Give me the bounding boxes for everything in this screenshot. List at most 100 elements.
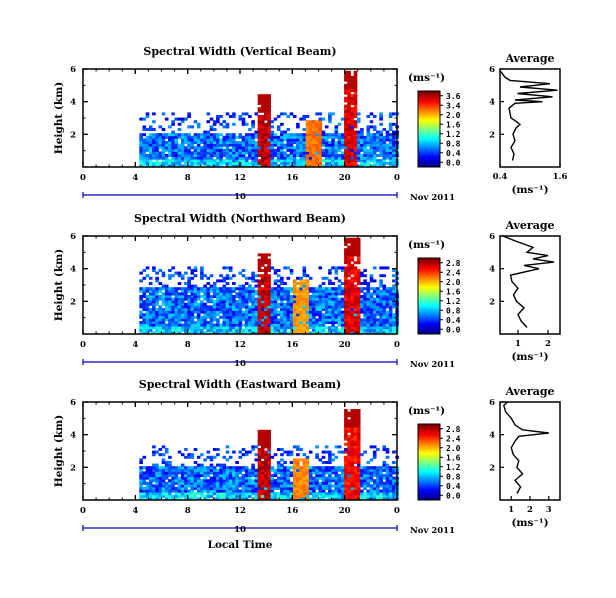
heatmap-cell <box>392 138 396 142</box>
heatmap-cell <box>283 494 287 498</box>
heatmap-cell <box>270 489 275 493</box>
heatmap-cell <box>340 156 345 160</box>
heatmap-cell <box>152 154 156 157</box>
heatmap-cell <box>235 466 239 470</box>
heatmap-cell <box>369 305 374 309</box>
heatmap-cell <box>372 148 377 152</box>
heatmap-cell <box>315 300 319 304</box>
heatmap-cell <box>193 476 198 480</box>
heatmap-cell <box>292 282 297 285</box>
heatmap-cell <box>344 331 348 335</box>
heatmap-cell <box>168 297 172 301</box>
heatmap-cell <box>337 489 342 493</box>
heatmap-cell <box>267 269 271 272</box>
heatmap-cell <box>196 138 201 142</box>
heatmap-cell <box>148 287 153 291</box>
heatmap-cell <box>212 141 217 144</box>
heatmap-cell <box>161 318 166 322</box>
heatmap-cell <box>353 274 358 278</box>
heatmap-cell <box>347 261 351 265</box>
heatmap-cell <box>328 297 332 301</box>
heatmap-cell <box>232 287 236 291</box>
heatmap-cell <box>155 487 159 490</box>
heatmap-cell <box>235 313 239 317</box>
heatmap-cell <box>388 492 393 496</box>
heatmap-cell <box>187 151 191 155</box>
heatmap-cell <box>257 94 262 98</box>
heatmap-cell <box>350 154 355 157</box>
heatmap-cell <box>347 279 351 283</box>
heatmap-cell <box>225 292 230 296</box>
heatmap-cell <box>225 331 230 335</box>
heatmap-cell <box>305 282 310 285</box>
heatmap-cell <box>168 151 172 155</box>
heatmap-cell <box>244 161 249 165</box>
heatmap-cell <box>305 297 310 301</box>
heatmap-cell <box>331 295 335 298</box>
heatmap-cell <box>171 148 175 152</box>
heatmap-cell <box>257 440 262 444</box>
heatmap-cell <box>347 474 351 477</box>
heatmap-cell <box>260 156 265 160</box>
heatmap-cell <box>344 292 348 296</box>
heatmap-cell <box>366 321 371 324</box>
heatmap-cell <box>356 455 361 459</box>
heatmap-cell <box>340 117 345 121</box>
heatmap-cell <box>251 305 255 309</box>
heatmap-cell <box>296 445 300 449</box>
heatmap-cell <box>305 120 310 124</box>
heatmap-cell <box>344 128 348 131</box>
heatmap-cell <box>344 143 348 147</box>
heatmap-cell <box>299 321 303 324</box>
heatmap-cell <box>260 318 265 322</box>
heatmap-cell <box>174 474 179 477</box>
heatmap-cell <box>334 300 339 304</box>
heatmap-cell <box>388 331 393 335</box>
colorbar-tick-label: 2.0 <box>446 278 461 287</box>
heatmap-cell <box>222 297 227 301</box>
heatmap-cell <box>212 122 217 126</box>
heatmap-cell <box>241 305 246 309</box>
heatmap-cell <box>353 89 358 92</box>
heatmap-cell <box>385 494 390 498</box>
heatmap-cell <box>376 479 380 483</box>
heatmap-cell <box>171 141 175 144</box>
heatmap-cell <box>302 305 307 309</box>
heatmap-cell <box>324 148 329 152</box>
heatmap-cell <box>254 458 259 462</box>
heatmap-cell <box>174 331 179 335</box>
heatmap-cell <box>385 289 390 293</box>
heatmap-cell <box>289 318 294 322</box>
heatmap-cell <box>321 455 326 459</box>
heatmap-cell <box>248 135 252 139</box>
heatmap-cell <box>379 302 383 306</box>
heatmap-cell <box>312 492 316 496</box>
heatmap-cell <box>152 466 156 470</box>
heatmap-cell <box>305 318 310 322</box>
heatmap-cell <box>315 476 319 480</box>
heatmap-cell <box>315 487 319 490</box>
heatmap-cell <box>145 164 150 168</box>
colorbar-segment <box>418 96 440 100</box>
heatmap-cell <box>209 143 214 147</box>
heatmap-cell <box>340 331 345 335</box>
heatmap-cell <box>232 494 236 498</box>
heatmap-cell <box>385 154 390 157</box>
heatmap-cell <box>142 494 147 498</box>
heatmap-cell <box>168 323 172 327</box>
heatmap-cell <box>308 492 313 496</box>
heatmap-cell <box>308 479 313 483</box>
heatmap-cell <box>315 125 319 129</box>
heatmap-cell <box>385 133 390 137</box>
heatmap-cell <box>334 489 339 493</box>
heatmap-cell <box>302 287 307 291</box>
heatmap-cell <box>222 120 227 124</box>
heatmap-cell <box>350 125 355 129</box>
heatmap-cell <box>187 453 191 457</box>
heatmap-cell <box>388 489 393 493</box>
heatmap-cell <box>363 282 367 285</box>
heatmap-cell <box>235 310 239 314</box>
heatmap-cell <box>225 125 230 129</box>
heatmap-cell <box>350 422 355 425</box>
heatmap-cell <box>392 135 396 139</box>
